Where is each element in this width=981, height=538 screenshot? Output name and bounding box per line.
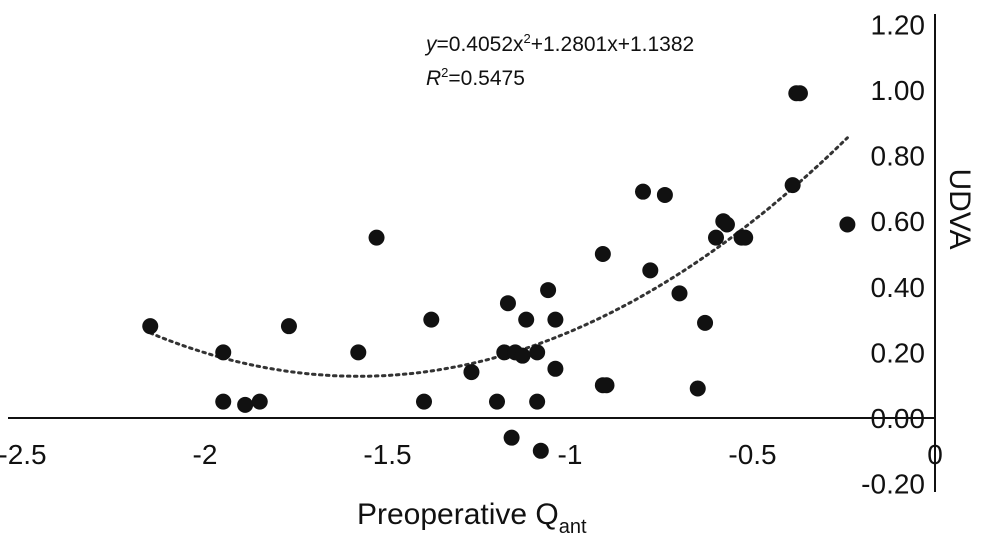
data-point	[215, 393, 232, 410]
x-tick-label: -1.5	[363, 439, 411, 470]
data-point	[594, 246, 611, 262]
data-point	[142, 318, 159, 335]
x-tick-label: -0.5	[728, 439, 776, 470]
data-point	[514, 347, 531, 364]
y-axis-title: UDVA	[943, 168, 976, 249]
equation-label: y=0.4052x2+1.2801x+1.1382	[424, 31, 694, 56]
x-tick-label: -2	[193, 439, 218, 470]
data-point	[839, 216, 856, 233]
data-point	[416, 393, 432, 410]
data-point	[529, 393, 546, 410]
data-point	[489, 393, 505, 410]
data-point	[697, 314, 714, 331]
data-point	[215, 344, 232, 361]
data-point	[518, 311, 535, 328]
data-point	[237, 396, 254, 413]
x-tick-label: 0	[927, 439, 943, 470]
data-point	[656, 186, 673, 203]
data-point	[671, 285, 688, 302]
data-point	[499, 295, 516, 312]
data-point	[280, 318, 297, 335]
data-point	[350, 344, 367, 361]
data-point	[423, 311, 440, 328]
data-point	[708, 229, 724, 246]
data-point	[496, 344, 513, 361]
data-point	[784, 177, 801, 194]
y-tick-label: 0.20	[871, 337, 926, 368]
data-point	[642, 262, 659, 279]
y-tick-label: 0.00	[871, 403, 926, 434]
data-point	[547, 360, 564, 377]
x-axis-title: Preoperative Qant	[357, 498, 587, 538]
data-point	[540, 282, 557, 299]
x-tick-labels: -2.5 -2 -1.5 -1 -0.5 0	[0, 439, 943, 470]
data-point	[532, 442, 549, 459]
y-tick-label: 0.60	[871, 206, 926, 237]
y-tick-label: 0.40	[871, 272, 926, 303]
trendline	[148, 136, 849, 378]
data-point	[737, 229, 754, 246]
x-tick-label: -2.5	[0, 439, 47, 470]
data-point	[503, 429, 520, 446]
y-tick-label: 1.00	[871, 75, 926, 106]
data-point	[463, 364, 480, 381]
y-tick-label: -0.20	[861, 469, 925, 500]
y-tick-labels: -0.20 0.00 0.20 0.40 0.60 0.80 1.00 1.20	[861, 9, 925, 499]
data-point	[547, 311, 564, 328]
data-point	[529, 344, 546, 361]
y-tick-label: 0.80	[871, 141, 926, 172]
data-point	[635, 183, 651, 200]
y-tick-label: 1.20	[871, 9, 926, 40]
data-point	[598, 377, 615, 394]
x-tick-label: -1	[558, 439, 583, 470]
data-points	[142, 85, 856, 459]
data-point	[791, 85, 808, 102]
r-squared-label: R2=0.5475	[426, 65, 525, 90]
data-point	[718, 216, 735, 233]
data-point	[368, 229, 385, 246]
data-point	[689, 380, 706, 397]
data-point	[251, 393, 268, 410]
